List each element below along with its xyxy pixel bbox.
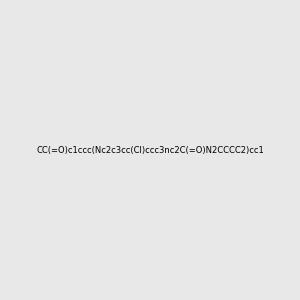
- Text: CC(=O)c1ccc(Nc2c3cc(Cl)ccc3nc2C(=O)N2CCCC2)cc1: CC(=O)c1ccc(Nc2c3cc(Cl)ccc3nc2C(=O)N2CCC…: [36, 146, 264, 154]
